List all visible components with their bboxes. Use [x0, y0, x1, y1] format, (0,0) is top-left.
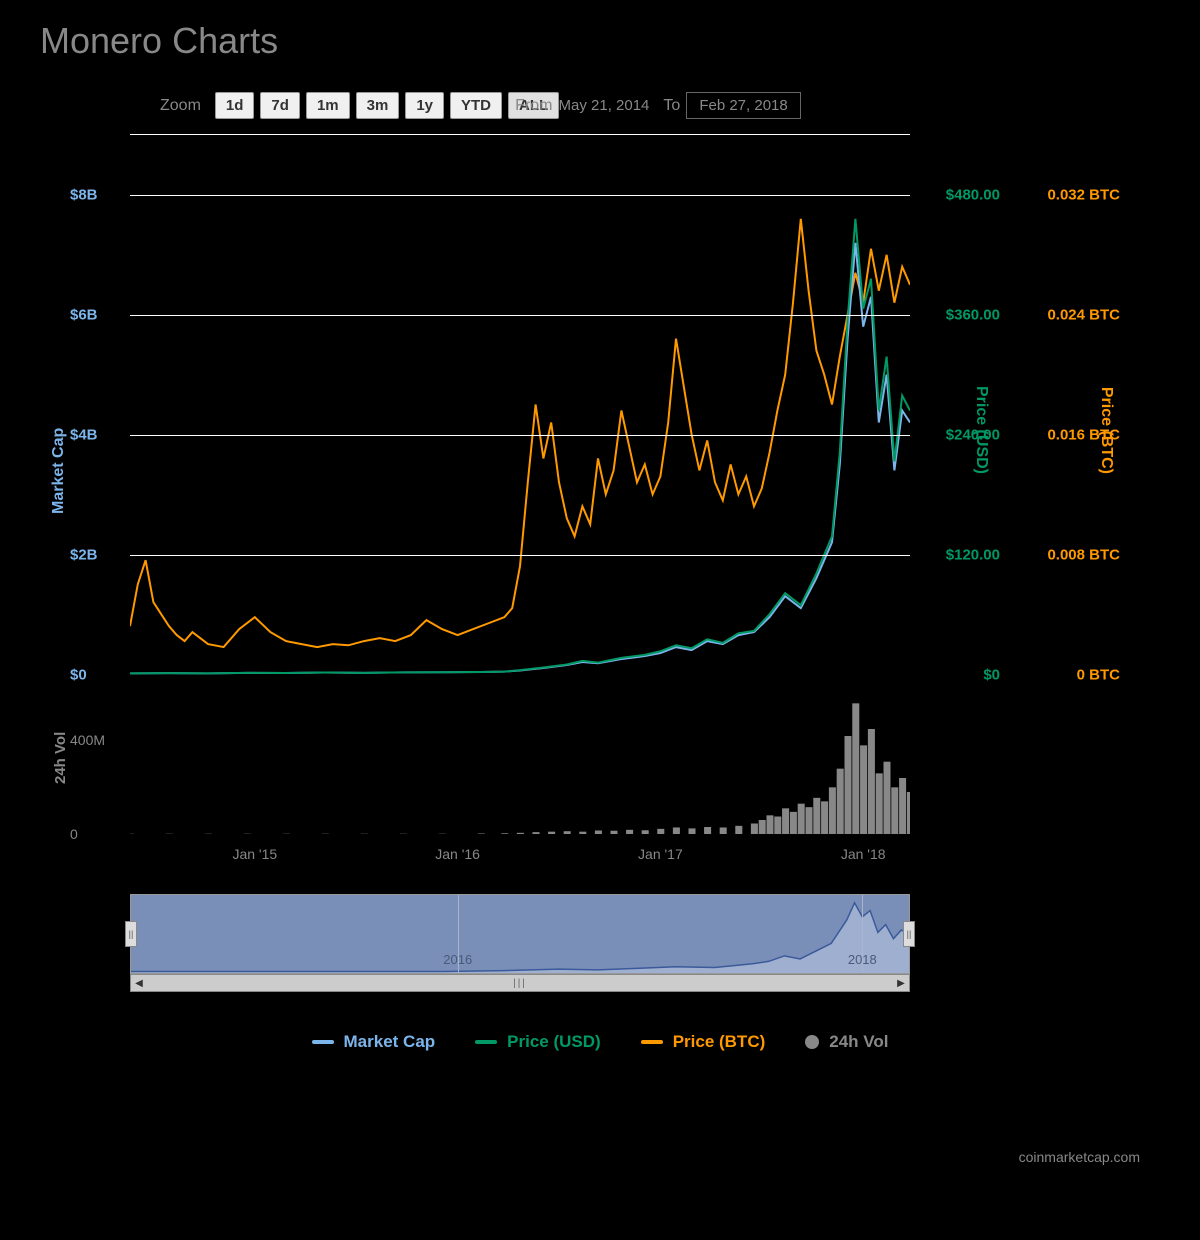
- nav-handle-right[interactable]: ||: [903, 921, 915, 947]
- y-tick-marketcap: $2B: [70, 547, 98, 564]
- y-tick-usd: $360.00: [946, 307, 1000, 324]
- nav-scrollbar[interactable]: ◀ ||| ▶: [130, 974, 910, 992]
- zoom-1y[interactable]: 1y: [405, 92, 444, 119]
- legend-swatch-icon: [475, 1040, 497, 1044]
- to-date[interactable]: Feb 27, 2018: [686, 92, 800, 119]
- x-tick: Jan '16: [435, 846, 480, 862]
- y-tick-usd: $240.00: [946, 427, 1000, 444]
- nav-grip-icon: |||: [513, 978, 527, 989]
- nav-arrow-right[interactable]: ▶: [893, 978, 909, 989]
- page-title: Monero Charts: [40, 20, 1160, 62]
- zoom-1d[interactable]: 1d: [215, 92, 255, 119]
- from-date[interactable]: May 21, 2014: [559, 97, 650, 114]
- legend-label: Price (BTC): [673, 1032, 766, 1052]
- y-tick-usd: $480.00: [946, 187, 1000, 204]
- zoom-label: Zoom: [160, 97, 201, 115]
- from-label: From: [515, 97, 552, 115]
- zoom-3m[interactable]: 3m: [356, 92, 400, 119]
- volume-tick: 0: [70, 826, 78, 842]
- legend-label: Price (USD): [507, 1032, 601, 1052]
- zoom-controls: Zoom 1d 7d 1m 3m 1y YTD ALL From May 21,…: [160, 92, 1160, 119]
- nav-arrow-left[interactable]: ◀: [131, 978, 147, 989]
- legend-swatch-icon: [312, 1040, 334, 1044]
- legend-swatch-icon: [805, 1035, 819, 1049]
- x-tick: Jan '17: [638, 846, 683, 862]
- y-tick-btc: 0.024 BTC: [1047, 307, 1120, 324]
- legend-item[interactable]: Price (USD): [475, 1032, 601, 1052]
- legend-label: Market Cap: [344, 1032, 436, 1052]
- legend-item[interactable]: Price (BTC): [641, 1032, 766, 1052]
- volume-chart[interactable]: 24h Vol 0400MJan '15Jan '16Jan '17Jan '1…: [130, 694, 910, 834]
- attribution: coinmarketcap.com: [1019, 1149, 1140, 1165]
- x-tick: Jan '15: [232, 846, 277, 862]
- zoom-1m[interactable]: 1m: [306, 92, 350, 119]
- y-tick-btc: 0.016 BTC: [1047, 427, 1120, 444]
- x-tick: Jan '18: [841, 846, 886, 862]
- range-navigator[interactable]: || || 20162018: [130, 894, 910, 974]
- y-tick-btc: 0.032 BTC: [1047, 187, 1120, 204]
- volume-tick: 400M: [70, 732, 105, 748]
- y-tick-usd: $0: [983, 667, 1000, 684]
- legend-label: 24h Vol: [829, 1032, 888, 1052]
- y-tick-marketcap: $0: [70, 667, 87, 684]
- zoom-7d[interactable]: 7d: [260, 92, 300, 119]
- legend-swatch-icon: [641, 1040, 663, 1044]
- volume-axis-label: 24h Vol: [52, 732, 69, 784]
- y-tick-marketcap: $6B: [70, 307, 98, 324]
- to-label: To: [663, 97, 680, 115]
- y-tick-btc: 0 BTC: [1077, 667, 1120, 684]
- legend-item[interactable]: 24h Vol: [805, 1032, 888, 1052]
- axis-label-market-cap: Market Cap: [50, 428, 68, 514]
- main-chart[interactable]: $0$00 BTC$2B$120.000.008 BTC$4B$240.000.…: [130, 134, 910, 694]
- zoom-ytd[interactable]: YTD: [450, 92, 502, 119]
- nav-handle-left[interactable]: ||: [125, 921, 137, 947]
- y-tick-btc: 0.008 BTC: [1047, 547, 1120, 564]
- chart-legend: Market Cap Price (USD) Price (BTC) 24h Vol: [40, 1032, 1160, 1052]
- y-tick-marketcap: $4B: [70, 427, 98, 444]
- y-tick-usd: $120.00: [946, 547, 1000, 564]
- y-tick-marketcap: $8B: [70, 187, 98, 204]
- legend-item[interactable]: Market Cap: [312, 1032, 436, 1052]
